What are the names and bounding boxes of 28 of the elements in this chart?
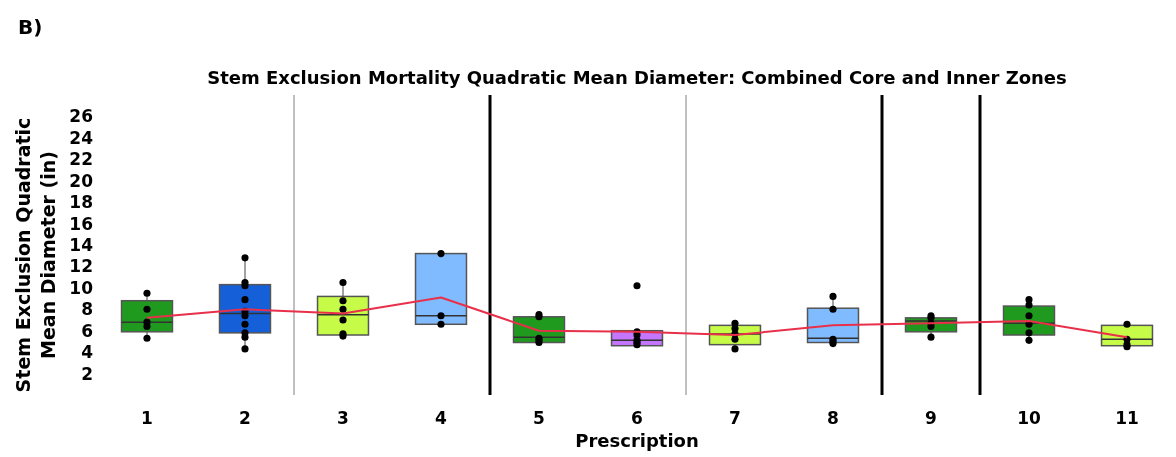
- chart-title: Stem Exclusion Mortality Quadratic Mean Diameter: Combined Core and Inner Zones: [207, 67, 1067, 88]
- y-tick-label: 16: [69, 213, 93, 234]
- y-tick-label: 6: [81, 320, 93, 341]
- x-tick-label: 8: [827, 407, 839, 428]
- y-tick-label: 4: [81, 342, 94, 363]
- x-tick-label: 11: [1115, 407, 1139, 428]
- y-tick-label: 14: [69, 234, 94, 255]
- x-tick-label: 2: [239, 407, 251, 428]
- y-tick-label: 24: [69, 127, 94, 148]
- x-tick-label: 3: [337, 407, 349, 428]
- x-tick-label: 1: [141, 407, 153, 428]
- text: B): [18, 15, 43, 39]
- x-tick-label: 9: [925, 407, 937, 428]
- x-tick-label: 7: [729, 407, 741, 428]
- y-tick-label: 22: [69, 149, 93, 170]
- x-tick-label: 10: [1017, 407, 1041, 428]
- y-tick-label: 26: [69, 106, 93, 127]
- y-tick-label: 8: [81, 299, 93, 320]
- y-tick-label: 18: [69, 192, 93, 213]
- y-tick-label: 20: [69, 170, 94, 191]
- y-tick-label: 12: [69, 256, 93, 277]
- y-tick-label: 2: [81, 363, 93, 384]
- x-tick-label: 4: [435, 407, 448, 428]
- x-tick-label: 6: [631, 407, 643, 428]
- x-axis-title: Prescription: [575, 430, 699, 451]
- y-tick-label: 10: [69, 277, 94, 298]
- x-tick-label: 5: [533, 407, 545, 428]
- y-axis-title: Stem Exclusion Quadratic Mean Diameter (in): [12, 117, 59, 393]
